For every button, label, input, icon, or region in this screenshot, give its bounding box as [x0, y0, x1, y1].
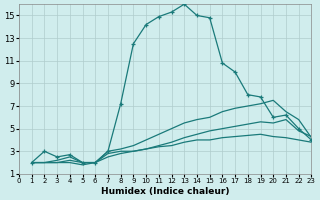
X-axis label: Humidex (Indice chaleur): Humidex (Indice chaleur)	[101, 187, 229, 196]
